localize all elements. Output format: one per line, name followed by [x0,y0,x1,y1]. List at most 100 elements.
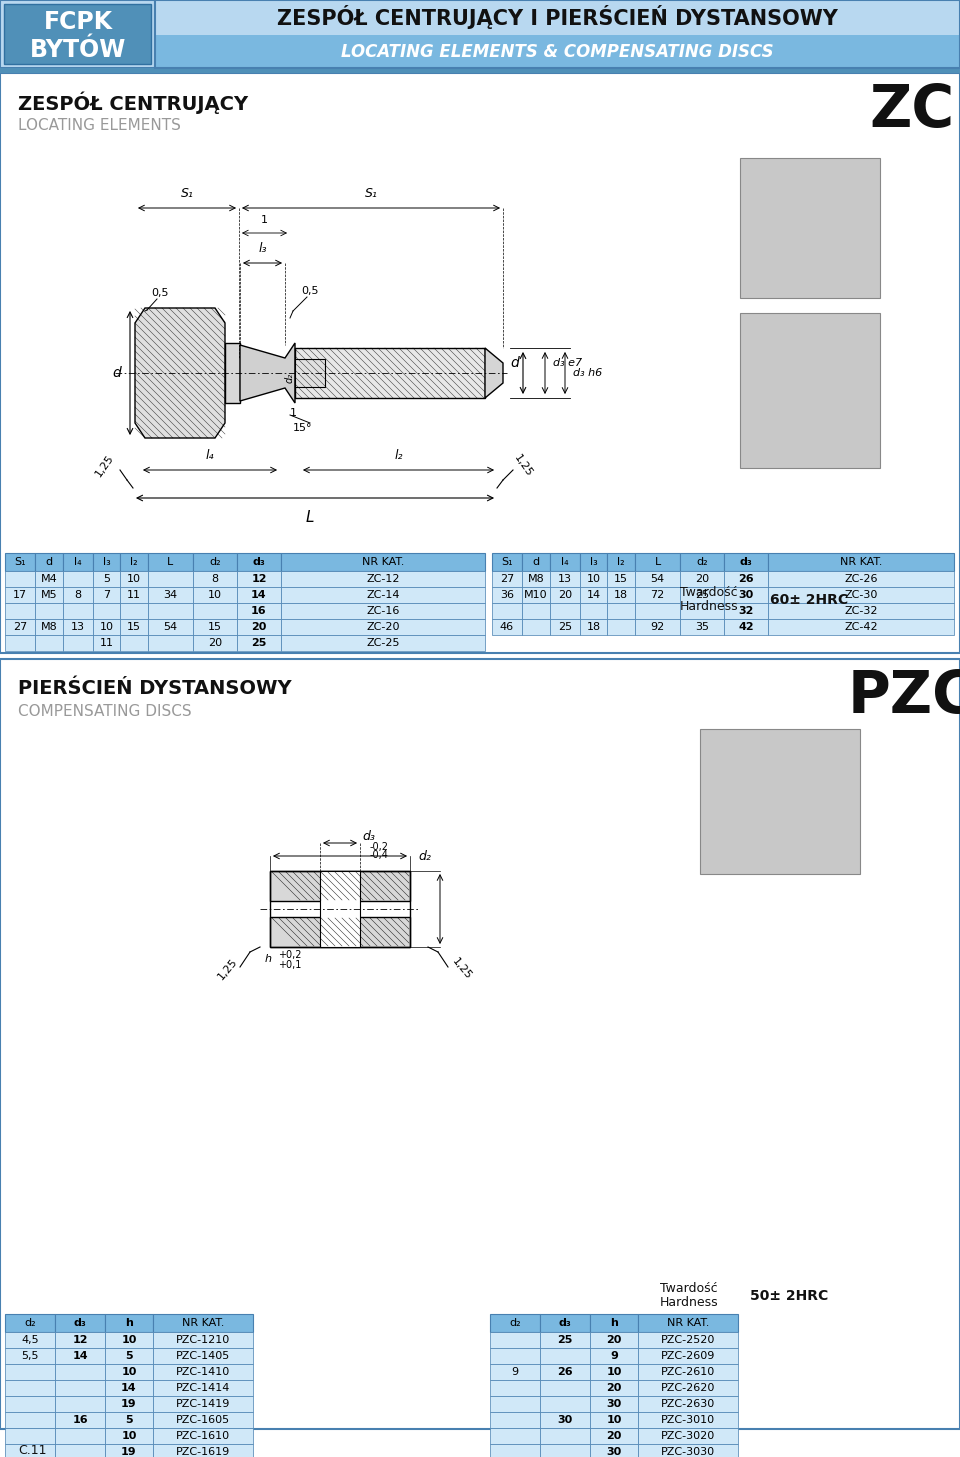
Text: d₃: d₃ [739,557,753,567]
Bar [295,348,485,398]
Text: 12: 12 [252,574,267,584]
Bar [93,571,120,587]
Bar [590,1428,638,1444]
Text: 5: 5 [125,1351,132,1361]
Text: 20: 20 [252,622,267,632]
Bar [55,1412,105,1428]
Bar [155,0,960,35]
Bar [193,635,237,651]
Text: 18: 18 [587,622,601,632]
Bar [5,1412,55,1428]
Bar [724,587,768,603]
Bar [768,587,954,603]
Text: 72: 72 [650,590,664,600]
Text: 12: 12 [72,1335,87,1345]
Text: ZC-16: ZC-16 [367,606,399,616]
Bar [105,1348,153,1364]
Bar [193,603,237,619]
Text: Twardość: Twardość [660,1282,718,1295]
Text: 26: 26 [557,1367,573,1377]
Text: ZC-32: ZC-32 [844,606,877,616]
Text: 7: 7 [103,590,110,600]
Bar [0,659,960,1429]
Bar [193,554,237,571]
Text: 11: 11 [100,638,113,648]
Text: S₁: S₁ [14,557,26,567]
Bar [680,619,724,635]
Text: 14: 14 [72,1351,87,1361]
Text: l₂: l₂ [131,557,138,567]
Text: 18: 18 [614,590,628,600]
Bar [5,1348,55,1364]
Text: l₄: l₄ [562,557,569,567]
Bar [5,554,35,571]
Bar [55,1348,105,1364]
Bar [638,1444,738,1457]
Text: 25: 25 [695,590,709,600]
Text: 25: 25 [252,638,267,648]
Bar [550,619,580,635]
Text: 25: 25 [558,622,572,632]
Bar [5,1444,55,1457]
Bar [0,0,155,68]
Text: 10: 10 [121,1431,136,1441]
Bar [490,1364,540,1380]
Bar [35,603,63,619]
Bar [4,4,151,64]
Bar [148,603,193,619]
Text: 20: 20 [695,574,709,584]
Bar [700,728,860,874]
Bar [5,1332,55,1348]
Text: 34: 34 [163,590,178,600]
Bar [740,313,880,468]
Bar [281,603,485,619]
Text: 10: 10 [587,574,601,584]
Bar [540,1396,590,1412]
Bar [35,635,63,651]
Bar [635,603,680,619]
Bar [55,1314,105,1332]
Text: L: L [167,557,174,567]
Bar [120,587,148,603]
Bar [295,358,325,388]
Bar [320,871,360,947]
Bar [540,1428,590,1444]
Bar [607,571,635,587]
Text: 26: 26 [738,574,754,584]
Bar [590,1314,638,1332]
Text: 15: 15 [614,574,628,584]
Bar [55,1332,105,1348]
Bar [63,603,93,619]
Bar [5,635,35,651]
Text: ZC-12: ZC-12 [367,574,399,584]
Text: l₃: l₃ [103,557,110,567]
Text: 20: 20 [208,638,222,648]
Text: 27: 27 [12,622,27,632]
Text: d₂: d₂ [285,373,295,383]
Bar [148,587,193,603]
Bar [120,571,148,587]
Bar [63,571,93,587]
Bar [740,157,880,299]
Bar [5,1364,55,1380]
Bar [550,571,580,587]
Text: PZC-1405: PZC-1405 [176,1351,230,1361]
Text: 14: 14 [121,1383,137,1393]
Text: 15°: 15° [293,423,313,433]
Text: +0,1: +0,1 [278,960,301,970]
Bar [193,587,237,603]
Text: 10: 10 [100,622,113,632]
Bar [680,587,724,603]
Bar [522,587,550,603]
Bar [55,1444,105,1457]
Bar [105,1332,153,1348]
Bar [768,571,954,587]
Text: M8: M8 [528,574,544,584]
Bar [105,1364,153,1380]
Bar [63,635,93,651]
Text: 10: 10 [121,1335,136,1345]
Text: 14: 14 [252,590,267,600]
Text: M8: M8 [40,622,58,632]
Text: 1: 1 [261,216,268,224]
Text: PZC-1410: PZC-1410 [176,1367,230,1377]
